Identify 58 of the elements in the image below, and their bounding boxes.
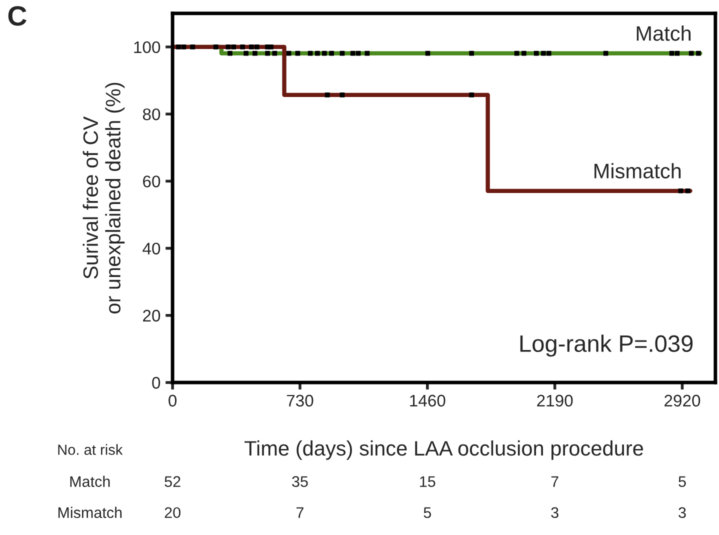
y-tick-label: 40: [142, 242, 160, 254]
point: [696, 50, 701, 56]
text: Match: [70, 476, 110, 487]
y-tick-label: 100: [134, 41, 160, 54]
y-tick-label: 60: [143, 176, 160, 188]
text: No. at risk: [58, 444, 123, 455]
point: [350, 50, 356, 56]
point: [254, 44, 260, 50]
text: Mismatch: [58, 506, 122, 518]
text: 35: [292, 476, 308, 487]
annotation: Log-rank P=.039: [520, 334, 693, 357]
point: [240, 44, 245, 50]
x-tick-label: 730: [286, 394, 314, 407]
text: 5: [424, 507, 432, 518]
point: [252, 50, 258, 56]
text: 7: [551, 476, 558, 487]
point: [322, 50, 327, 56]
point: [228, 50, 232, 56]
text: 7: [296, 507, 304, 518]
point: [226, 44, 231, 50]
text: 15: [420, 476, 436, 487]
point: [546, 50, 552, 56]
text: 20: [164, 507, 180, 518]
point: [541, 50, 546, 56]
point: [329, 50, 334, 56]
text: 5: [678, 476, 686, 487]
text: 3: [551, 507, 558, 518]
text: 3: [678, 507, 686, 518]
x-tick-label: 2920: [664, 394, 700, 407]
point: [522, 50, 526, 56]
point: [324, 92, 330, 98]
point: [249, 44, 254, 50]
point: [268, 44, 274, 50]
point: [315, 50, 320, 56]
series-label: Mismatch: [594, 163, 681, 178]
point: [213, 44, 218, 50]
x-tick-label: 2190: [537, 394, 573, 407]
y-tick-label: 0: [152, 376, 160, 389]
series-label: Match: [636, 26, 691, 41]
point: [340, 92, 345, 98]
y-tick-label: 20: [143, 310, 160, 322]
point: [176, 44, 181, 50]
point: [265, 50, 270, 56]
y-tick-label: 80: [142, 108, 160, 120]
point: [181, 44, 186, 50]
point: [685, 188, 690, 194]
text: 52: [164, 476, 180, 487]
x-tick-label: 0: [168, 394, 177, 407]
point: [678, 188, 684, 194]
x-axis-title: Time (days) since LAA occlusion procedure: [244, 440, 643, 460]
point: [231, 44, 236, 50]
y-axis-title: Surival free of CV or unexplained death (%): [82, 82, 125, 314]
x-tick-label: 1460: [410, 394, 446, 407]
point: [190, 44, 196, 50]
chart-title: C: [8, 6, 26, 26]
point: [244, 50, 248, 56]
point: [469, 50, 474, 56]
point: [469, 92, 474, 98]
